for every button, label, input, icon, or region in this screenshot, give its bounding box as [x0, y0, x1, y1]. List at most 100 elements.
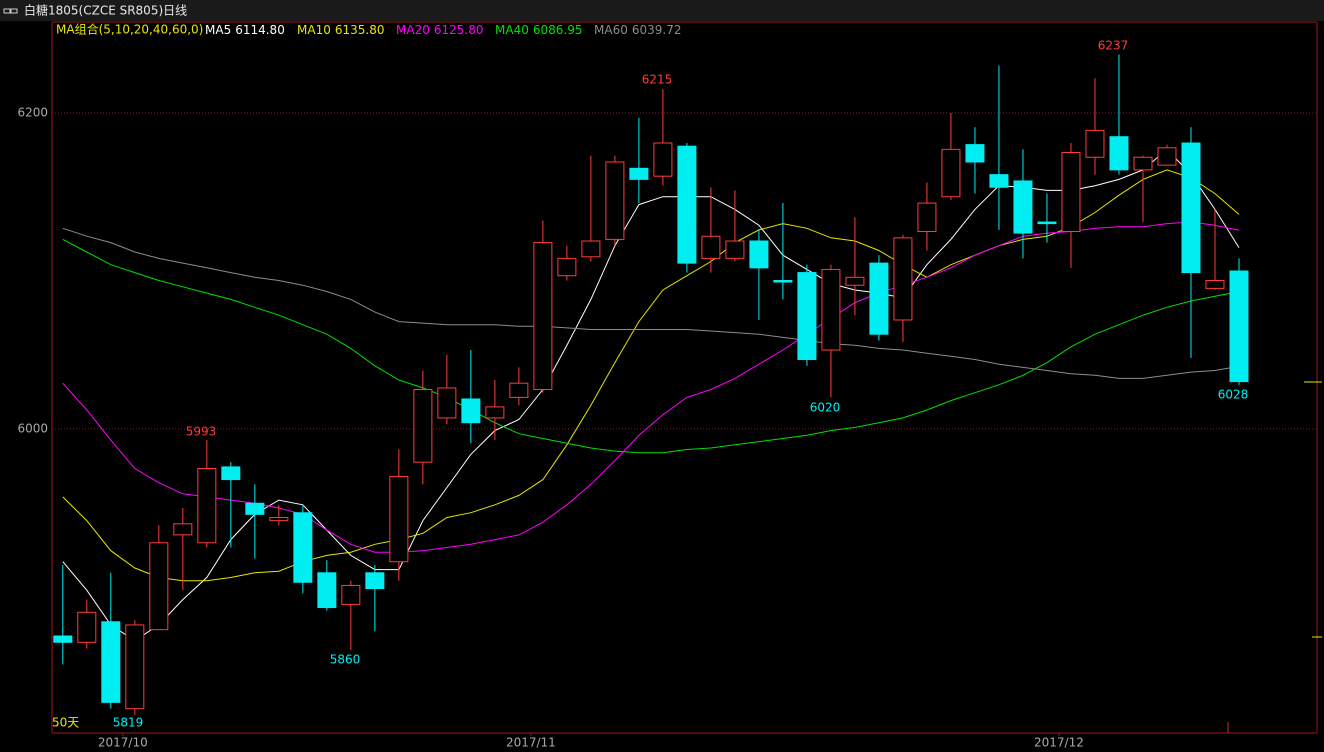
- candle: [605, 155, 625, 246]
- candle: [845, 217, 865, 316]
- candle-body: [437, 387, 457, 419]
- candle-body: [773, 279, 793, 283]
- ma-line: [62, 169, 1240, 582]
- candle-body: [629, 167, 649, 180]
- candle: [461, 350, 481, 444]
- candle: [581, 155, 601, 262]
- legend: MA5 6114.80 MA10 6135.80 MA20 6125.80 MA40 6086…: [205, 23, 681, 37]
- candle-body: [389, 475, 409, 563]
- candle: [1157, 144, 1177, 166]
- candle-body: [149, 542, 169, 631]
- candle-body: [797, 272, 817, 360]
- candle-body: [1085, 129, 1105, 158]
- candle-body: [845, 276, 865, 286]
- low-label: 5819: [113, 716, 144, 730]
- high-label: 5993: [186, 425, 217, 439]
- candle-body: [749, 240, 769, 269]
- candle: [317, 560, 337, 611]
- candle-body: [1061, 152, 1081, 233]
- candle-body: [1133, 156, 1153, 171]
- candle: [821, 264, 841, 398]
- candle: [1133, 155, 1153, 223]
- candle-body: [941, 148, 961, 198]
- candle-body: [1013, 180, 1033, 234]
- candle: [485, 380, 505, 441]
- legend-entry: MA10 6135.80: [297, 23, 384, 37]
- candle: [1181, 127, 1201, 358]
- candle: [269, 504, 289, 526]
- candle: [1037, 193, 1057, 243]
- candle: [341, 580, 361, 651]
- candle: [917, 182, 937, 251]
- candle-body: [725, 240, 745, 259]
- ma-line: [62, 238, 1240, 454]
- low-label: 5860: [330, 653, 361, 667]
- candle-body: [485, 406, 505, 419]
- candle: [557, 245, 577, 281]
- candle: [245, 484, 265, 559]
- candle-body: [965, 144, 985, 163]
- high-label: 6215: [642, 73, 673, 87]
- icon-part: [3, 8, 11, 14]
- candle-body: [125, 624, 145, 710]
- candle: [893, 234, 913, 343]
- plot-frame: [51, 21, 1318, 734]
- candle: [797, 264, 817, 366]
- ma-line: [62, 227, 1240, 379]
- candle: [1085, 78, 1105, 175]
- candle-body: [1229, 270, 1249, 383]
- candle: [629, 117, 649, 204]
- legend-entry: MA20 6125.80: [396, 23, 483, 37]
- candle-body: [173, 523, 193, 536]
- candle-body: [893, 237, 913, 321]
- extreme-labels: 5819 5860 5993 6215 6020 6237 6028: [113, 39, 1249, 730]
- candle-body: [581, 240, 601, 258]
- candle-body: [653, 142, 673, 177]
- candle-body: [77, 611, 97, 643]
- legend-entry: MA40 6086.95: [495, 23, 582, 37]
- candle: [773, 203, 793, 300]
- candle-body: [509, 382, 529, 398]
- chart-title: 白糖1805(CZCE SR805)日线: [24, 3, 187, 18]
- candle: [389, 449, 409, 581]
- ticks: 6000 6200 2017/10 2017/11 2017/12: [17, 106, 1317, 750]
- legend-entry: MA5 6114.80: [205, 23, 285, 37]
- candle: [437, 354, 457, 425]
- candle: [869, 255, 889, 341]
- legend-entry: MA60 6039.72: [594, 23, 681, 37]
- candle-body: [605, 161, 625, 240]
- candle: [1229, 258, 1249, 385]
- candle: [533, 220, 553, 393]
- candle-body: [869, 262, 889, 335]
- candle: [1205, 209, 1225, 290]
- candle: [653, 89, 673, 186]
- candle: [77, 599, 97, 649]
- high-label: 6237: [1098, 39, 1129, 53]
- legend-name: MA10: [297, 23, 331, 37]
- candle-body: [1205, 279, 1225, 289]
- candle-body: [413, 389, 433, 463]
- candle-body: [989, 174, 1009, 188]
- candle-body: [1181, 142, 1201, 274]
- candle: [197, 440, 217, 548]
- candle: [173, 508, 193, 591]
- candle-body: [245, 502, 265, 515]
- candle-body: [53, 635, 73, 643]
- legend-name: MA60: [594, 23, 628, 37]
- candle-body: [701, 235, 721, 259]
- candle: [1013, 149, 1033, 259]
- candle-body: [269, 516, 289, 522]
- candle-body: [557, 257, 577, 277]
- candle-body: [461, 398, 481, 424]
- legend-value: 6135.80: [335, 23, 385, 37]
- candle: [53, 564, 73, 665]
- candle-body: [341, 584, 361, 605]
- candle-body: [197, 468, 217, 544]
- title-bar: [0, 0, 1324, 21]
- candle-body: [365, 572, 385, 590]
- candle-body: [533, 242, 553, 391]
- candle: [989, 65, 1009, 230]
- candle-body: [677, 145, 697, 264]
- candle: [965, 127, 985, 194]
